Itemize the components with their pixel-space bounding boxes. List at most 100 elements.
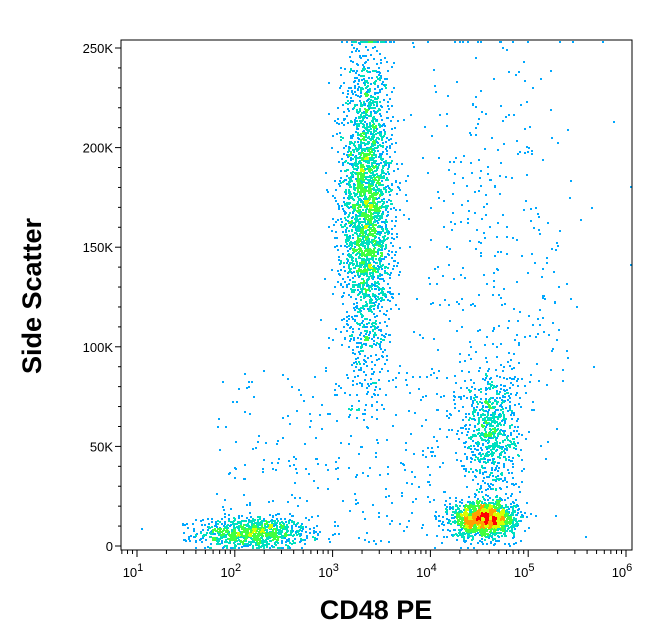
- event-dot: [358, 125, 360, 127]
- event-dot: [461, 499, 463, 501]
- event-dot: [369, 88, 371, 90]
- event-dot: [285, 541, 287, 543]
- event-dot: [353, 337, 355, 339]
- event-dot: [364, 68, 366, 70]
- event-dot: [358, 212, 360, 214]
- event-dot: [340, 85, 342, 87]
- event-dot: [385, 41, 387, 43]
- event-dot: [362, 166, 364, 168]
- event-dot: [344, 245, 346, 247]
- event-dot: [359, 198, 361, 200]
- event-dot: [373, 116, 375, 118]
- event-dot: [401, 163, 403, 165]
- event-dot: [334, 120, 336, 122]
- event-dot: [238, 515, 240, 517]
- event-dot: [360, 102, 362, 104]
- event-dot: [384, 349, 386, 351]
- event-dot: [383, 99, 385, 101]
- event-dot: [370, 113, 372, 115]
- event-dot: [356, 394, 358, 396]
- event-dot: [371, 288, 373, 290]
- event-dot: [381, 221, 383, 223]
- event-dot: [373, 131, 375, 133]
- event-dot: [385, 160, 387, 162]
- event-dot: [374, 240, 376, 242]
- event-dot: [189, 540, 191, 542]
- event-dot: [301, 530, 303, 532]
- event-dot: [277, 547, 279, 549]
- event-dot: [334, 533, 336, 535]
- event-dot: [371, 368, 373, 370]
- event-dot: [373, 167, 375, 169]
- event-dot: [350, 224, 352, 226]
- event-dot: [365, 213, 367, 215]
- event-dot: [229, 535, 231, 537]
- event-dot: [228, 538, 230, 540]
- event-dot: [355, 194, 357, 196]
- event-dot: [392, 116, 394, 118]
- event-dot: [380, 133, 382, 135]
- event-dot: [376, 299, 378, 301]
- event-dot: [359, 108, 361, 110]
- event-dot: [378, 289, 380, 291]
- event-dot: [293, 523, 295, 525]
- event-dot: [289, 547, 291, 549]
- event-dot: [375, 320, 377, 322]
- event-dot: [284, 526, 286, 528]
- event-dot: [241, 546, 243, 548]
- event-dot: [467, 537, 469, 539]
- event-dot: [354, 85, 356, 87]
- event-dot: [257, 528, 259, 530]
- event-dot: [372, 121, 374, 123]
- event-dot: [379, 346, 381, 348]
- event-dot: [233, 532, 235, 534]
- event-dot: [346, 316, 348, 318]
- event-dot: [397, 120, 399, 122]
- event-dot: [309, 532, 311, 534]
- event-dot: [498, 505, 500, 507]
- event-dot: [373, 160, 375, 162]
- event-dot: [381, 213, 383, 215]
- event-dot: [507, 506, 509, 508]
- event-dot: [361, 264, 363, 266]
- event-dot: [386, 150, 388, 152]
- event-dot: [472, 511, 474, 513]
- event-dot: [373, 334, 375, 336]
- event-dot: [381, 268, 383, 270]
- event-dot: [352, 380, 354, 382]
- event-dot: [376, 141, 378, 143]
- event-dot: [346, 154, 348, 156]
- event-dot: [380, 329, 382, 331]
- event-dot: [381, 247, 383, 249]
- event-dot: [263, 519, 265, 521]
- event-dot: [455, 504, 457, 506]
- event-dot: [351, 172, 353, 174]
- event-dot: [344, 161, 346, 163]
- event-dot: [363, 115, 365, 117]
- event-dot: [361, 150, 363, 152]
- event-dot: [380, 59, 382, 61]
- event-dot: [365, 95, 367, 97]
- event-dot: [470, 509, 472, 511]
- event-dot: [351, 335, 353, 337]
- event-dot: [352, 234, 354, 236]
- event-dot: [383, 408, 385, 410]
- event-dot: [379, 201, 381, 203]
- event-dot: [258, 547, 260, 549]
- event-dot: [226, 547, 228, 549]
- event-dot: [451, 534, 453, 536]
- event-dot: [381, 41, 383, 43]
- event-dot: [349, 235, 351, 237]
- event-dot: [219, 543, 221, 545]
- event-dot: [300, 538, 302, 540]
- event-dot: [302, 528, 304, 530]
- event-dot: [349, 141, 351, 143]
- event-dot: [379, 91, 381, 93]
- event-dot: [354, 353, 356, 355]
- event-dot: [385, 173, 387, 175]
- event-dot: [350, 254, 352, 256]
- event-dot: [352, 134, 354, 136]
- event-dot: [371, 196, 373, 198]
- event-dot: [235, 532, 237, 534]
- event-dot: [360, 350, 362, 352]
